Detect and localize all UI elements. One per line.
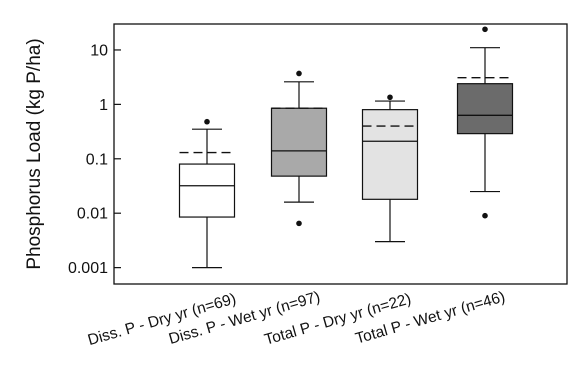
outlier-point	[482, 26, 488, 33]
boxes-group	[178, 26, 514, 269]
outlier-point	[482, 212, 488, 219]
box-3	[361, 94, 419, 243]
plot-frame	[113, 23, 568, 285]
y-tick-label: 0.1	[86, 151, 108, 168]
y-axis-label: Phosphorus Load (kg P/ha)	[24, 38, 45, 269]
y-tick-label: 10	[90, 42, 108, 59]
box-4	[456, 26, 514, 219]
y-tick-label: 0.01	[77, 206, 108, 223]
y-tick-label: 1	[99, 97, 108, 114]
outlier-point	[387, 94, 393, 101]
outlier-point	[296, 220, 302, 227]
y-tick-label: 0.001	[68, 260, 108, 277]
outlier-point	[296, 70, 302, 77]
category-label: Total P - Wet yr (n=46)	[353, 289, 507, 348]
y-axis: 0.001 0.01 0.1 1 10	[68, 42, 121, 277]
box-2	[270, 70, 328, 227]
iqr-box	[456, 83, 514, 135]
iqr-box	[178, 163, 236, 218]
box-1	[178, 118, 236, 269]
iqr-box	[361, 109, 419, 200]
x-axis-categories: Diss. P - Dry yr (n=69)Diss. P - Wet yr …	[86, 289, 507, 350]
iqr-box	[270, 107, 328, 177]
outlier-point	[204, 118, 210, 125]
